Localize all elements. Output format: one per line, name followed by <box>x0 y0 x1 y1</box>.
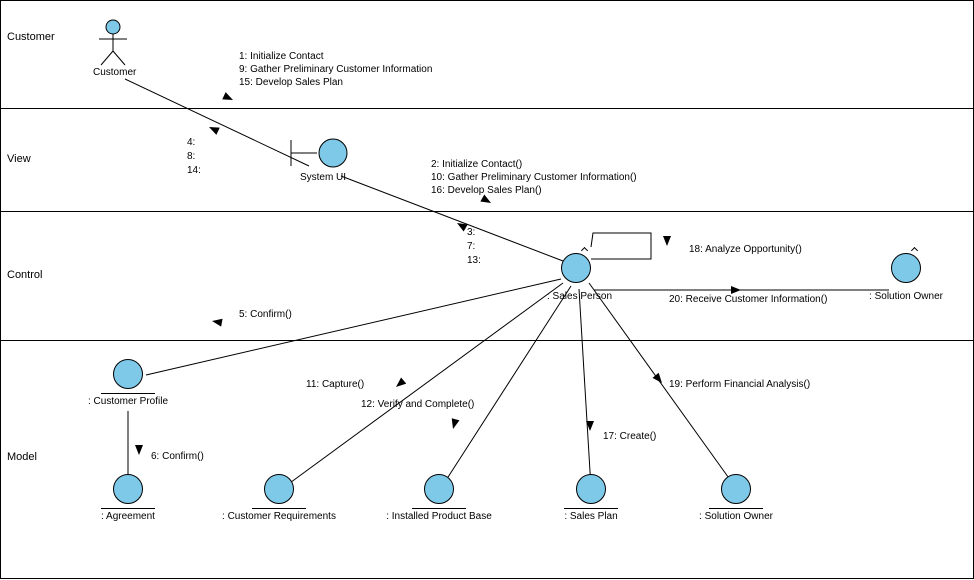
node-label: : Sales Plan <box>556 511 626 522</box>
node-label: System UI <box>281 172 365 183</box>
msg-2: 2: Initialize Contact() <box>431 159 522 170</box>
node-label: : Customer Requirements <box>217 511 341 522</box>
node-label: : Solution Owner <box>693 511 779 522</box>
msg-12: 12: Verify and Complete() <box>361 399 474 410</box>
node-solution-owner-control: : Solution Owner <box>869 253 943 302</box>
node-label: : Solution Owner <box>869 291 943 302</box>
msg-13: 13: <box>467 255 481 266</box>
msg-20: 20: Receive Customer Information() <box>669 294 827 305</box>
node-installed-product-base: : Installed Product Base <box>379 474 499 522</box>
actor-label: Customer <box>93 67 133 78</box>
node-system-ui: System UI <box>281 136 365 183</box>
msg-11: 11: Capture() <box>306 379 364 390</box>
lane-divider <box>1 108 973 109</box>
msg-4: 4: <box>187 137 195 148</box>
node-solution-owner-model: : Solution Owner <box>693 474 779 522</box>
msg-1: 1: Initialize Contact <box>239 51 324 62</box>
node-sales-person: : Sales Person <box>547 253 605 302</box>
lane-label-control: Control <box>7 269 42 281</box>
msg-16: 16: Develop Sales Plan() <box>431 185 542 196</box>
node-label: : Installed Product Base <box>379 511 499 522</box>
diagram-canvas: Customer View Control Model <box>0 0 974 579</box>
msg-17: 17: Create() <box>603 431 656 442</box>
lane-divider <box>1 211 973 212</box>
msg-10: 10: Gather Preliminary Customer Informat… <box>431 172 637 183</box>
msg-15: 15: Develop Sales Plan <box>239 77 343 88</box>
lane-divider <box>1 340 973 341</box>
msg-5: 5: Confirm() <box>239 309 292 320</box>
lane-label-customer: Customer <box>7 31 55 43</box>
node-label: : Sales Person <box>547 291 605 302</box>
msg-6: 6: Confirm() <box>151 451 204 462</box>
node-customer-profile: : Customer Profile <box>83 359 173 407</box>
node-label: : Agreement <box>93 511 163 522</box>
msg-18: 18: Analyze Opportunity() <box>689 244 802 255</box>
msg-8: 8: <box>187 151 195 162</box>
msg-19: 19: Perform Financial Analysis() <box>669 379 810 390</box>
msg-14: 14: <box>187 165 201 176</box>
msg-9: 9: Gather Preliminary Customer Informati… <box>239 64 432 75</box>
node-agreement: : Agreement <box>93 474 163 522</box>
actor-customer: Customer <box>93 19 133 78</box>
node-label: : Customer Profile <box>83 396 173 407</box>
msg-7: 7: <box>467 241 475 252</box>
node-sales-plan: : Sales Plan <box>556 474 626 522</box>
lane-label-model: Model <box>7 451 37 463</box>
lane-label-view: View <box>7 153 31 165</box>
msg-3: 3: <box>467 227 475 238</box>
node-customer-requirements: : Customer Requirements <box>217 474 341 522</box>
